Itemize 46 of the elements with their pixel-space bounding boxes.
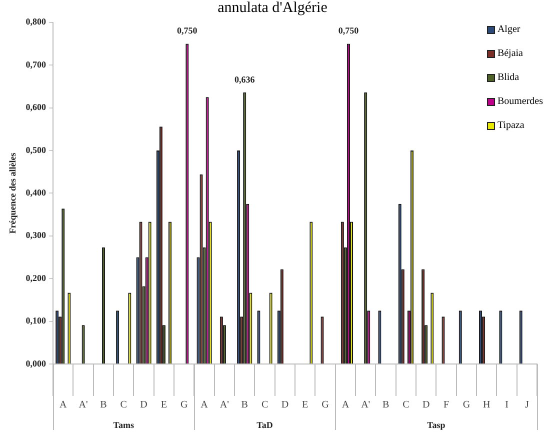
x-tick-label: B (100, 400, 108, 411)
x-tick-label: I (505, 400, 508, 411)
x-tick-label: C (261, 400, 268, 411)
y-tick-label: 0,400 (26, 188, 47, 198)
text: TaD (256, 420, 274, 430)
y-tick-label: 0,700 (26, 59, 47, 70)
text: Tams (113, 420, 134, 430)
legend-label: Alger (497, 24, 520, 35)
y-tick-label: 0,300 (26, 230, 47, 240)
x-tick-label: C (402, 400, 410, 411)
x-tick-label: G (322, 400, 329, 411)
x-tick-label: D (281, 400, 289, 411)
x-tick-label: F (443, 400, 450, 411)
x-tick-label: C (120, 400, 128, 411)
x-tick-label: E (302, 400, 308, 411)
x-tick-label: G (180, 400, 188, 411)
x-tick-label: B (241, 400, 248, 411)
x-tick-label: A' (361, 400, 370, 411)
y-tick-label: 0,800 (26, 16, 47, 27)
x-tick-label: G (462, 400, 470, 411)
text: Tasp (427, 420, 446, 430)
x-tick-label: A' (78, 400, 88, 411)
legend-label: Blida (497, 72, 520, 83)
y-tick-label: 0,000 (26, 358, 47, 368)
y-tick-label: 0,100 (26, 316, 47, 326)
x-tick-label: E (160, 400, 168, 411)
chart-title: annulata d'Algérie (216, 0, 328, 17)
x-tick-label: A (200, 400, 209, 411)
x-tick-label: B (382, 400, 390, 411)
data-label: 0,750 (338, 26, 360, 36)
x-tick-label: D (140, 400, 148, 411)
y-tick-label: 0,500 (26, 144, 47, 155)
data-label: 0,636 (234, 74, 256, 84)
data-label: 0,750 (177, 26, 198, 36)
y-tick-label: 0,600 (26, 102, 47, 112)
x-tick-label: J (524, 400, 529, 411)
x-tick-label: A' (220, 400, 230, 411)
legend-label: Tipaza (497, 120, 524, 131)
y-axis-title: Fréquence des allèles (8, 152, 18, 234)
x-tick-label: D (422, 400, 430, 411)
x-tick-label: A (342, 400, 350, 411)
x-tick-label: H (482, 400, 490, 411)
legend-label: Béjaia (497, 48, 523, 59)
y-tick-label: 0,200 (26, 272, 47, 283)
x-tick-label: A (60, 400, 68, 411)
legend-label: Boumerdes (497, 96, 543, 107)
